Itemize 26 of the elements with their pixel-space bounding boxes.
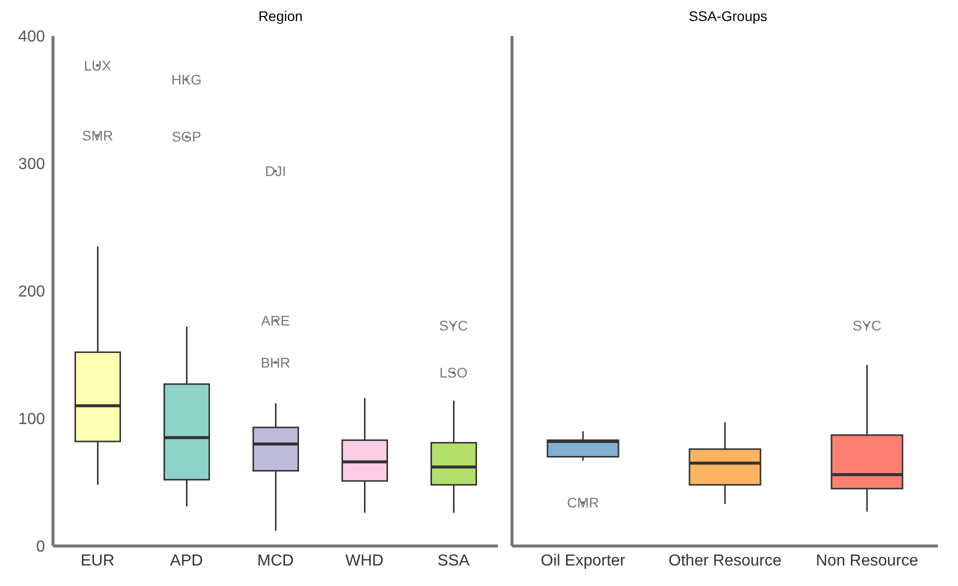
x-tick-label: Other Resource	[668, 552, 782, 570]
x-tick-label: EUR	[80, 552, 114, 570]
x-tick-label: WHD	[345, 552, 384, 570]
x-tick-label: APD	[170, 552, 203, 570]
annotation: BHR	[260, 354, 290, 370]
annotation: SGP	[172, 128, 202, 145]
annotation: CMR	[567, 494, 599, 511]
annotation: LSO	[439, 364, 468, 381]
annotation: SMR	[82, 127, 114, 144]
x-tick-label: Oil Exporter	[540, 552, 626, 570]
chart-title: SSA-Groups	[688, 8, 768, 26]
y-tick-label: 400	[18, 28, 46, 46]
annotation: LUX	[84, 57, 112, 74]
y-tick-label: 100	[18, 411, 46, 428]
annotation: SYC	[439, 317, 468, 334]
y-tick-label: 200	[18, 284, 46, 301]
chart-title: Region	[257, 8, 304, 26]
annotation: ARE	[261, 312, 290, 328]
annotation: SYC	[852, 317, 882, 334]
x-tick-label: SSA	[437, 552, 470, 570]
annotation: DJI	[265, 163, 286, 180]
x-tick-label: Non Resource	[816, 552, 918, 570]
y-tick-label: 0	[36, 538, 46, 556]
annotation: HKG	[171, 71, 202, 88]
y-tick-label: 300	[18, 156, 46, 174]
x-tick-label: MCD	[257, 552, 294, 570]
